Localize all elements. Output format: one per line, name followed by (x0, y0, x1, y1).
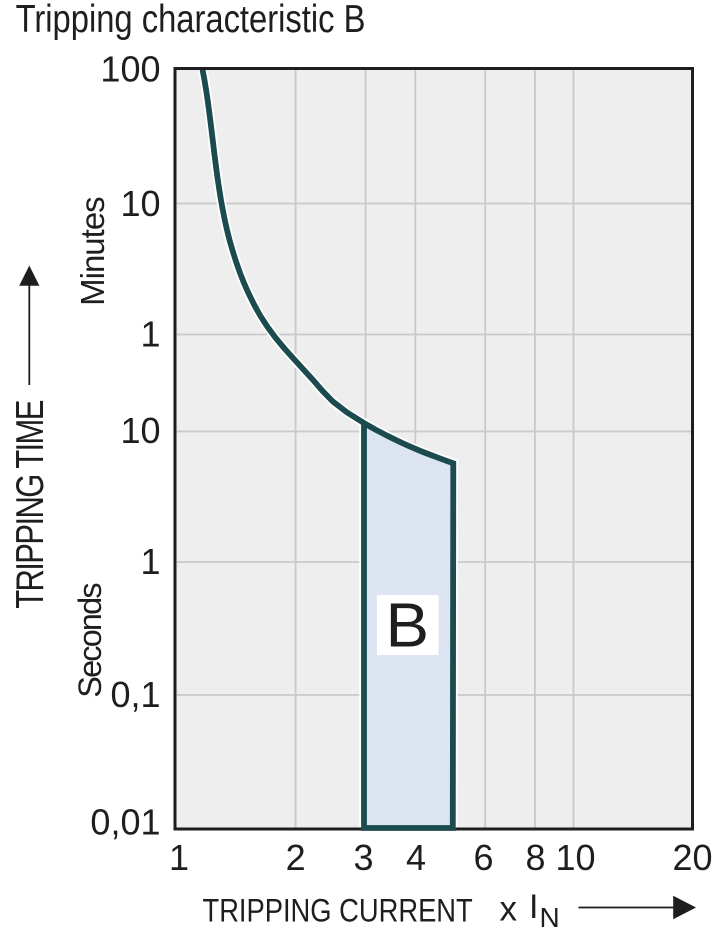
svg-text:x: x (500, 889, 518, 928)
svg-text:Minutes: Minutes (74, 197, 111, 306)
svg-text:0,1: 0,1 (110, 674, 160, 715)
svg-text:100: 100 (100, 49, 160, 90)
svg-text:1: 1 (140, 541, 160, 582)
svg-text:4: 4 (406, 837, 426, 878)
svg-text:20: 20 (672, 837, 712, 878)
svg-text:N: N (540, 902, 560, 933)
svg-text:8: 8 (525, 837, 545, 878)
svg-text:10: 10 (555, 837, 595, 878)
svg-text:1: 1 (169, 837, 189, 878)
svg-text:Seconds: Seconds (72, 583, 108, 698)
svg-text:TRIPPING TIME: TRIPPING TIME (8, 400, 52, 609)
svg-text:1: 1 (140, 314, 160, 355)
svg-text:TRIPPING CURRENT: TRIPPING CURRENT (203, 893, 473, 929)
svg-text:0,01: 0,01 (90, 802, 160, 843)
svg-text:I: I (529, 888, 538, 926)
svg-text:2: 2 (286, 837, 306, 878)
svg-text:Tripping characteristic B: Tripping characteristic B (16, 0, 366, 41)
svg-text:3: 3 (353, 837, 373, 878)
svg-text:10: 10 (120, 410, 160, 451)
svg-text:10: 10 (120, 183, 160, 224)
svg-text:B: B (386, 590, 430, 660)
svg-text:6: 6 (473, 837, 493, 878)
